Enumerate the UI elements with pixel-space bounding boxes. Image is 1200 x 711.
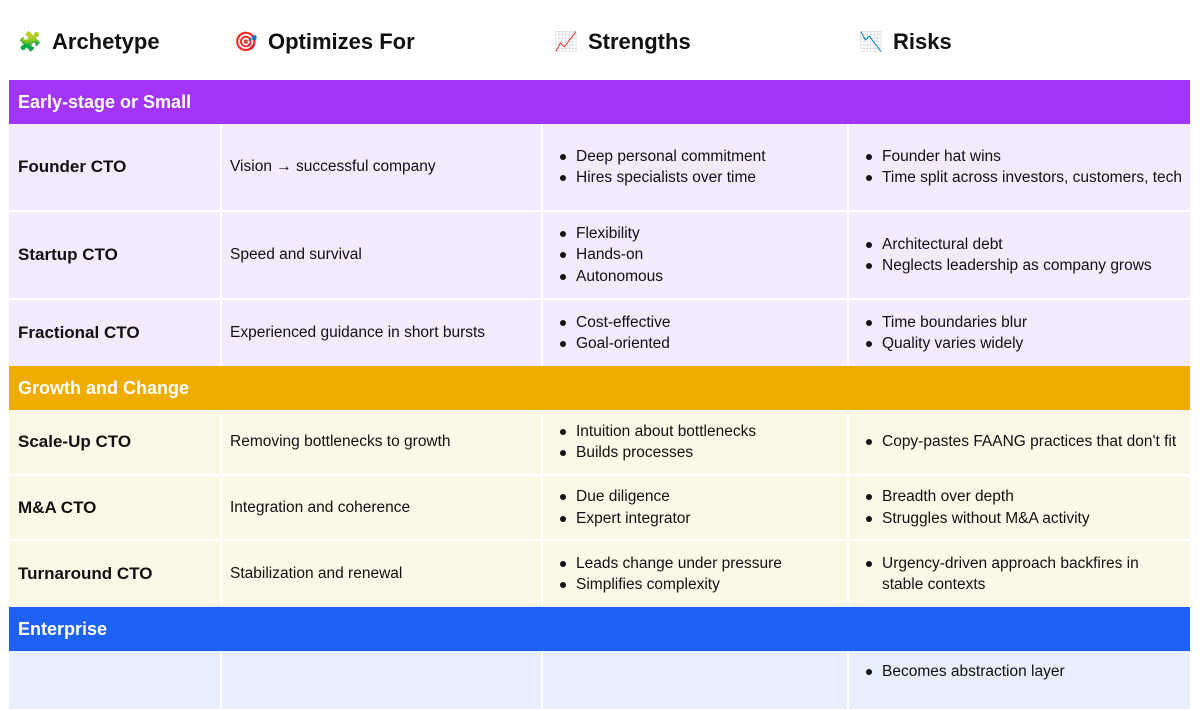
- list-item: Flexibility: [559, 223, 663, 245]
- strengths-cell: [543, 651, 849, 711]
- section-header-enterprise: Enterprise: [9, 607, 1190, 651]
- section-title: Early-stage or Small: [18, 91, 192, 112]
- table-row: M&A CTO Integration and coherence Due di…: [9, 476, 1190, 541]
- list-item: Intuition about bottlenecks: [559, 421, 756, 443]
- column-header-strengths: 📈 Strengths: [554, 24, 691, 60]
- strengths-cell: Due diligence Expert integrator: [543, 476, 849, 541]
- table-row: Scale-Up CTO Removing bottlenecks to gro…: [9, 410, 1190, 476]
- column-header-archetype: 🧩 Archetype: [18, 24, 160, 60]
- optimizes-cell: Speed and survival: [222, 212, 543, 300]
- optimizes-cell: Experienced guidance in short bursts: [222, 300, 543, 366]
- strengths-cell: Intuition about bottlenecks Builds proce…: [543, 410, 849, 476]
- risks-cell: Founder hat wins Time split across inves…: [849, 124, 1190, 212]
- risks-cell: Urgency-driven approach backfires in sta…: [849, 541, 1190, 607]
- section-header-growth-and-change: Growth and Change: [9, 366, 1190, 410]
- list-item: Due diligence: [559, 486, 691, 508]
- archetype-cell: M&A CTO: [9, 476, 222, 541]
- archetype-table: Early-stage or Small Founder CTO Vision …: [9, 80, 1190, 711]
- list-item: Autonomous: [559, 266, 663, 288]
- optimizes-cell: Removing bottlenecks to growth: [222, 410, 543, 476]
- list-item: Neglects leadership as company grows: [865, 255, 1152, 277]
- column-header-optimizes-for: 🎯 Optimizes For: [234, 24, 415, 60]
- list-item: Quality varies widely: [865, 333, 1027, 355]
- table-row: Startup CTO Speed and survival Flexibili…: [9, 212, 1190, 300]
- risks-cell: Copy-pastes FAANG practices that don't f…: [849, 410, 1190, 476]
- risks-cell: Time boundaries blur Quality varies wide…: [849, 300, 1190, 366]
- list-item: Simplifies complexity: [559, 574, 782, 596]
- strengths-cell: Leads change under pressure Simplifies c…: [543, 541, 849, 607]
- chart-up-icon: 📈: [554, 32, 578, 53]
- archetype-cell: Startup CTO: [9, 212, 222, 300]
- puzzle-icon: 🧩: [18, 32, 42, 53]
- list-item: Hands-on: [559, 244, 663, 266]
- list-item: Architectural debt: [865, 234, 1152, 256]
- column-header-label: Strengths: [588, 29, 691, 54]
- list-item: Deep personal commitment: [559, 146, 766, 168]
- list-item: Becomes abstraction layer: [865, 661, 1065, 683]
- risks-cell: Breadth over depth Struggles without M&A…: [849, 476, 1190, 541]
- optimizes-cell: [222, 651, 543, 711]
- list-item: Cost-effective: [559, 312, 670, 334]
- column-header-label: Risks: [893, 29, 952, 54]
- table-row: Founder CTO Vision → successful company …: [9, 124, 1190, 212]
- table-row: Turnaround CTO Stabilization and renewal…: [9, 541, 1190, 607]
- list-item: Founder hat wins: [865, 146, 1182, 168]
- list-item: Copy-pastes FAANG practices that don't f…: [865, 431, 1176, 453]
- column-header-label: Optimizes For: [268, 29, 415, 54]
- column-header-risks: 📉 Risks: [859, 24, 952, 60]
- archetype-cell: [9, 651, 222, 711]
- section-title: Growth and Change: [18, 377, 189, 398]
- archetype-cell: Fractional CTO: [9, 300, 222, 366]
- risks-cell: Architectural debt Neglects leadership a…: [849, 212, 1190, 300]
- archetype-cell: Founder CTO: [9, 124, 222, 212]
- risks-cell: Becomes abstraction layer: [849, 651, 1190, 711]
- table-row: Fractional CTO Experienced guidance in s…: [9, 300, 1190, 366]
- optimizes-cell: Vision → successful company: [222, 124, 543, 212]
- strengths-cell: Flexibility Hands-on Autonomous: [543, 212, 849, 300]
- section-title: Enterprise: [18, 618, 108, 639]
- table-header: 🧩 Archetype 🎯 Optimizes For 📈 Strengths …: [9, 0, 1190, 80]
- list-item: Urgency-driven approach backfires in sta…: [865, 553, 1172, 596]
- archetype-cell: Turnaround CTO: [9, 541, 222, 607]
- list-item: Expert integrator: [559, 508, 691, 530]
- optimizes-cell: Stabilization and renewal: [222, 541, 543, 607]
- table-row: Becomes abstraction layer: [9, 651, 1190, 711]
- archetype-cell: Scale-Up CTO: [9, 410, 222, 476]
- list-item: Time split across investors, customers, …: [865, 167, 1182, 189]
- optimizes-cell: Integration and coherence: [222, 476, 543, 541]
- list-item: Struggles without M&A activity: [865, 508, 1090, 530]
- chart-down-icon: 📉: [859, 32, 883, 53]
- list-item: Builds processes: [559, 442, 756, 464]
- target-icon: 🎯: [234, 32, 258, 53]
- list-item: Goal-oriented: [559, 333, 670, 355]
- list-item: Breadth over depth: [865, 486, 1090, 508]
- section-header-early-stage: Early-stage or Small: [9, 80, 1190, 124]
- strengths-cell: Deep personal commitment Hires specialis…: [543, 124, 849, 212]
- list-item: Hires specialists over time: [559, 167, 766, 189]
- list-item: Time boundaries blur: [865, 312, 1027, 334]
- list-item: Leads change under pressure: [559, 553, 782, 575]
- strengths-cell: Cost-effective Goal-oriented: [543, 300, 849, 366]
- column-header-label: Archetype: [52, 29, 160, 54]
